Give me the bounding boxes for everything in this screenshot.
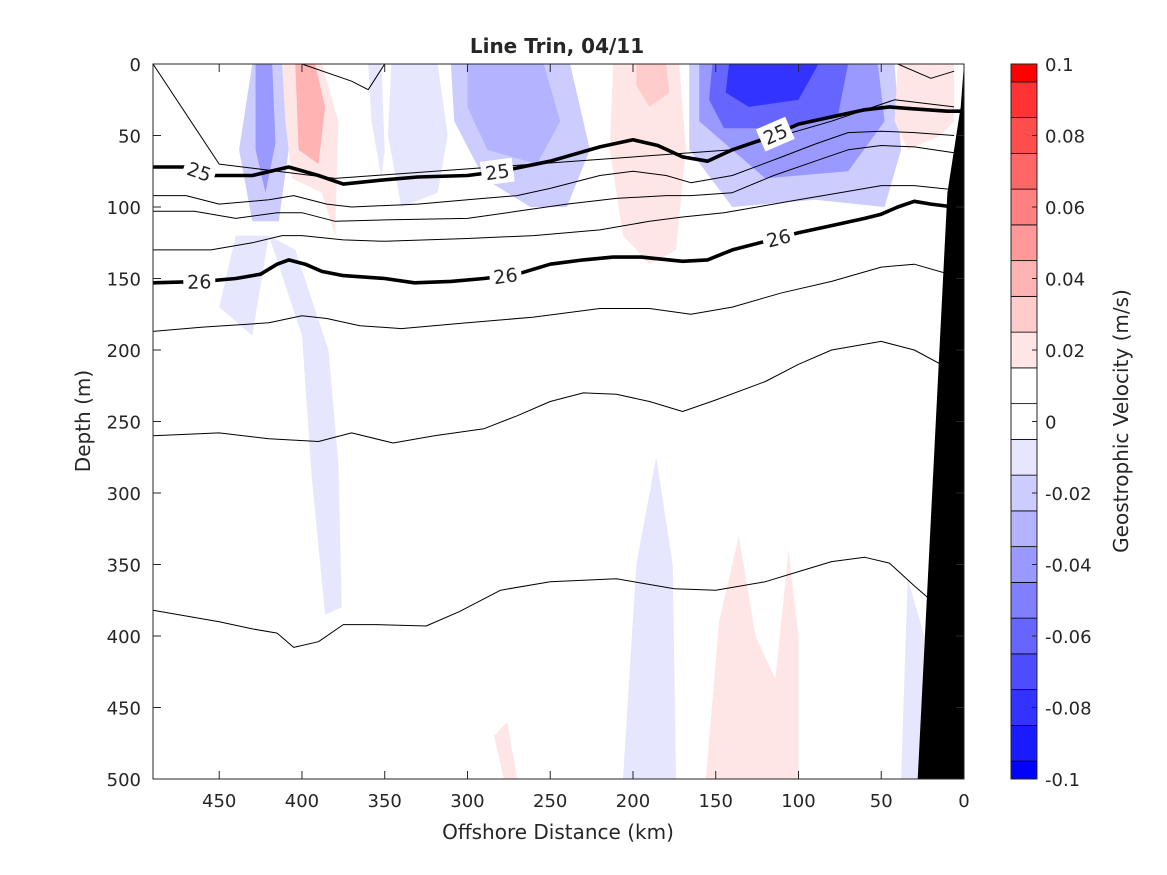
y-tick-label: 0 [130,55,141,76]
contour-label-knockout [760,222,798,254]
isopycnal-lines [153,64,964,648]
colorbar-swatch [1010,152,1038,190]
contour-label-knockout [479,157,515,186]
positive-velocity-patch-14 [894,64,955,150]
x-tick-label: 200 [616,791,650,812]
x-tick-label: 450 [202,791,236,812]
y-tick-label: 200 [107,341,141,362]
colorbar-swatch [1010,224,1038,262]
positive-velocity-patch-16 [252,307,289,608]
x-tick-label: 250 [533,791,567,812]
colorbar-swatch [1010,81,1038,119]
chart-title: Line Trin, 04/11 [470,34,644,58]
y-axis: 0 50 100 150 200 250 300 350 400 450 500 [107,55,964,791]
y-tick-label: 500 [107,770,141,791]
colorbar-tick-label: 0.02 [1045,341,1085,362]
colorbar: 0.1 0.08 0.06 0.04 0.02 0 -0.02 -0.04 -0.06 -0.08… [1010,55,1092,791]
y-tick-label: 250 [107,413,141,434]
negative-velocity-patch-15 [219,235,269,336]
isopycnal-line-0 [301,64,386,91]
negative-velocity-patch-17 [268,235,342,615]
x-tick-label: 0 [958,791,969,812]
y-tick-label: 100 [107,198,141,219]
y-tick-label: 450 [107,699,141,720]
colorbar-tick-label: 0 [1045,413,1056,434]
contour-label-26-0: 26 [187,271,212,294]
bathymetry-layer [917,64,964,779]
isopycnal-line-1 [897,64,955,79]
y-axis-label: Depth (m) [71,370,95,472]
colorbar-swatch [1010,760,1038,780]
contour-label-knockout [182,269,216,294]
isopycnal-line-9 [153,340,955,444]
contour-label-knockout [180,154,219,189]
x-tick-label: 300 [450,791,484,812]
contour-label-25-1: 25 [484,160,511,185]
isopycnal-line-6 [153,185,955,251]
colorbar-swatch [1010,295,1038,333]
colorbar-tick-label: -0.08 [1045,699,1092,720]
negative-velocity-patch-24 [901,578,925,779]
isopycnal-line-3 [153,105,964,186]
colorbar-swatch [1010,581,1038,619]
colorbar-swatch [1010,367,1038,405]
colorbar-tick-label: 0.08 [1045,127,1085,148]
isopycnal-line-10 [153,556,932,648]
y-tick-label: 400 [107,627,141,648]
negative-velocity-patch-4 [368,64,385,179]
x-axis-label: Offshore Distance (km) [442,820,674,844]
colorbar-tick-label: -0.06 [1045,627,1092,648]
colorbar-tick-label: 0.04 [1045,270,1085,291]
colorbar-swatch [1010,510,1038,548]
contour-label-knockout [488,261,523,290]
negative-velocity-patch-20 [623,457,676,779]
positive-velocity-patch-3 [295,64,326,165]
colorbar-swatch [1010,438,1038,476]
positive-velocity-patch-8 [609,64,686,265]
positive-velocity-patch-9 [636,64,670,107]
contour-label-knockout [755,116,795,152]
colorbar-tick-label: -0.02 [1045,484,1092,505]
x-tick-label: 50 [870,791,893,812]
y-tick-label: 50 [118,127,141,148]
negative-velocity-patch-13 [725,64,819,107]
isopycnal-line-4 [153,130,955,208]
colorbar-tick-label: 0.06 [1045,198,1085,219]
negative-velocity-patch-1 [255,64,276,193]
colorbar-label: Geostrophic Velocity (m/s) [1109,289,1133,553]
x-tick-label: 150 [699,791,733,812]
y-tick-label: 150 [107,270,141,291]
isopycnal-line-7 [153,199,955,285]
x-tick-label: 350 [368,791,402,812]
contour-label-26-1: 26 [492,264,519,289]
x-axis: 450 400 350 300 250 200 150 100 50 0 [202,64,970,812]
y-tick-label: 350 [107,556,141,577]
colorbar-swatch [1010,653,1038,691]
positive-velocity-patch-19 [494,721,518,779]
negative-velocity-patch-7 [467,64,561,165]
colorbar-swatch [1010,63,1038,83]
colorbar-tick-label: -0.1 [1045,770,1080,791]
colorbar-swatch [1010,724,1038,762]
bathymetry-fill [917,64,964,779]
y-tick-label: 300 [107,484,141,505]
x-tick-label: 100 [781,791,815,812]
isopycnal-line-5 [153,145,955,222]
positive-velocity-patch-18 [401,328,541,779]
isopycnal-line-8 [153,263,955,332]
positive-velocity-patch-23 [848,307,878,779]
colorbar-tick-label: -0.04 [1045,556,1092,577]
positive-velocity-patch-22 [705,535,799,779]
x-tick-label: 400 [285,791,319,812]
colorbar-tick-label: 0.1 [1045,55,1074,76]
